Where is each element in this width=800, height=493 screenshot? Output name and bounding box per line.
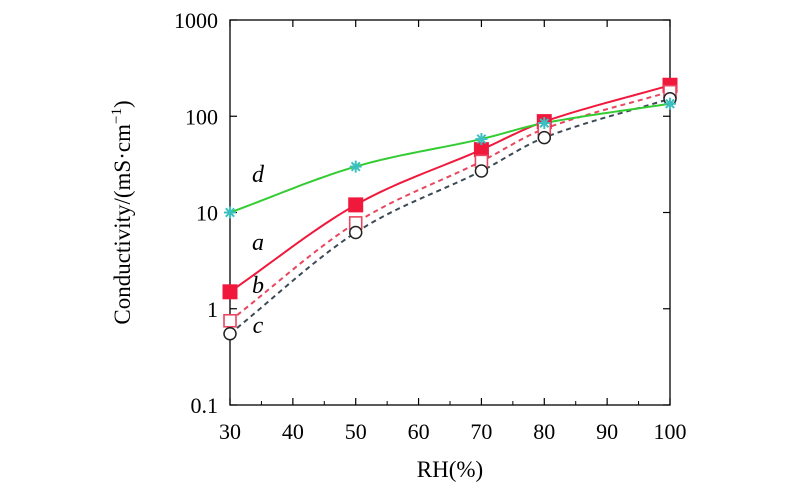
series-d-label: d xyxy=(252,162,265,188)
x-tick-label: 90 xyxy=(596,419,618,444)
series-a-line xyxy=(229,84,671,293)
x-tick-label: 70 xyxy=(470,419,492,444)
series-markers-group xyxy=(222,77,678,341)
x-tick-label: 30 xyxy=(219,419,241,444)
series-b-line xyxy=(229,90,671,322)
x-tick-label: 80 xyxy=(533,419,555,444)
series-c-point xyxy=(474,164,489,178)
x-tick-label: 60 xyxy=(408,419,430,444)
y-tick-label: 10 xyxy=(196,201,218,226)
series-d-point xyxy=(475,133,488,146)
y-tick-label: 1 xyxy=(207,297,218,322)
series-c-point xyxy=(348,225,363,240)
series-d-point xyxy=(349,160,362,173)
series-c-line xyxy=(229,97,671,335)
labels-group: 30 40 50 60 70 80 90 100 0.1 1 10 100 1000 Conductivi… xyxy=(109,8,687,482)
series-d-point xyxy=(538,117,551,130)
series-d-point xyxy=(664,97,676,110)
series-a-point xyxy=(222,284,238,300)
series-a-label: a xyxy=(252,230,264,256)
series-c-point xyxy=(223,326,237,341)
series-lines-group xyxy=(229,84,671,335)
y-tick-label: 0.1 xyxy=(191,393,219,418)
series-a-point xyxy=(348,197,364,213)
series-b-point xyxy=(223,313,237,328)
series-d-line xyxy=(229,102,671,214)
x-axis-title: RH(%) xyxy=(417,457,483,482)
y-tick-label: 100 xyxy=(185,104,218,129)
series-c-label: c xyxy=(253,313,264,339)
axes-group xyxy=(229,19,671,406)
x-tick-label: 100 xyxy=(654,419,687,444)
x-tick-label: 50 xyxy=(345,419,367,444)
series-b-label: b xyxy=(252,273,264,299)
y-tick-label: 1000 xyxy=(174,8,218,33)
plot-frame xyxy=(229,19,671,406)
x-tick-label: 40 xyxy=(282,419,304,444)
y-axis-title: Conductivity/(mS·cm−1) xyxy=(109,100,135,324)
series-c-point xyxy=(537,130,552,145)
series-d-point xyxy=(224,206,236,219)
